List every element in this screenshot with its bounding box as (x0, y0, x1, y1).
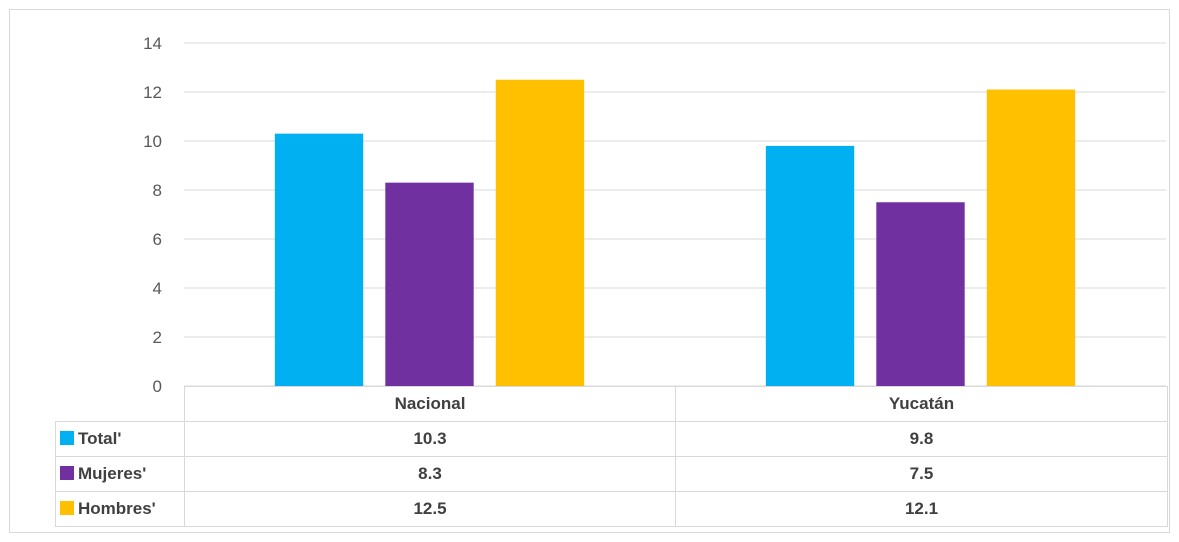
legend-swatch (60, 466, 74, 480)
data-value: 8.3 (184, 456, 676, 492)
table-row: Total' 10.3 9.8 (55, 421, 1168, 457)
table-corner (55, 386, 185, 422)
bar (765, 145, 855, 386)
data-value: 9.8 (675, 421, 1168, 457)
table-row: Mujeres' 8.3 7.5 (55, 456, 1168, 492)
category-label: Nacional (184, 386, 676, 422)
y-tick-label: 4 (153, 279, 162, 298)
y-tick-label: 14 (143, 34, 162, 53)
y-tick-label: 8 (153, 181, 162, 200)
data-value: 10.3 (184, 421, 676, 457)
category-label: Yucatán (675, 386, 1168, 422)
y-tick-label: 12 (143, 83, 162, 102)
y-tick-label: 2 (153, 328, 162, 347)
bars (274, 79, 1076, 387)
data-table: Nacional Yucatán Total' 10.3 9.8 Mujeres… (55, 386, 1168, 527)
bar (876, 202, 965, 386)
data-value: 7.5 (675, 456, 1168, 492)
table-header-row: Nacional Yucatán (55, 386, 1168, 422)
legend-swatch (60, 431, 74, 445)
bar (986, 89, 1076, 387)
bar (495, 79, 585, 386)
series-name: Total' (78, 429, 122, 448)
chart-frame (9, 9, 1170, 533)
data-value: 12.5 (184, 491, 676, 527)
series-name: Hombres' (78, 499, 156, 518)
table-row: Hombres' 12.5 12.1 (55, 491, 1168, 527)
legend-entry-mujeres: Mujeres' (55, 456, 185, 492)
legend-entry-hombres: Hombres' (55, 491, 185, 527)
data-value: 12.1 (675, 491, 1168, 527)
legend-swatch (60, 501, 74, 515)
bar (385, 182, 474, 386)
bar (274, 133, 364, 386)
legend-entry-total: Total' (55, 421, 185, 457)
y-tick-label: 10 (143, 132, 162, 151)
series-name: Mujeres' (78, 464, 147, 483)
y-tick-label: 6 (153, 230, 162, 249)
